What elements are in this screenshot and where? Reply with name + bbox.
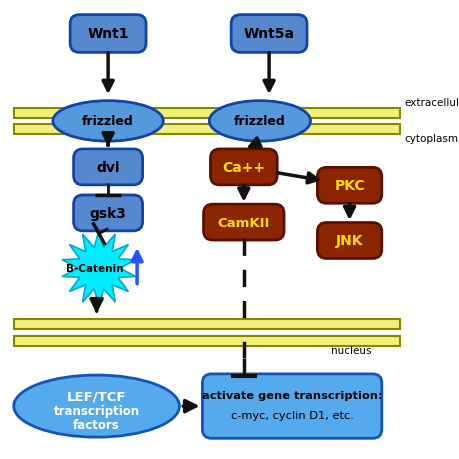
- Text: gsk3: gsk3: [90, 207, 126, 220]
- FancyBboxPatch shape: [210, 150, 276, 185]
- FancyBboxPatch shape: [317, 223, 381, 259]
- FancyBboxPatch shape: [14, 125, 399, 135]
- FancyBboxPatch shape: [202, 374, 381, 438]
- Text: c-myc, cyclin D1, etc.: c-myc, cyclin D1, etc.: [230, 410, 353, 420]
- Text: JNK: JNK: [335, 234, 363, 248]
- FancyBboxPatch shape: [14, 336, 399, 346]
- Text: CamKII: CamKII: [217, 216, 269, 229]
- Text: factors: factors: [73, 418, 120, 431]
- FancyBboxPatch shape: [70, 16, 146, 53]
- Text: Ca++: Ca++: [222, 161, 265, 174]
- Text: frizzled: frizzled: [82, 115, 134, 128]
- Text: LEF/TCF: LEF/TCF: [67, 390, 126, 403]
- Text: extracellular: extracellular: [404, 97, 459, 107]
- Polygon shape: [62, 231, 135, 306]
- Text: PKC: PKC: [334, 179, 364, 193]
- Text: B-Catenin: B-Catenin: [66, 263, 124, 274]
- FancyBboxPatch shape: [73, 150, 142, 185]
- Text: Wnt1: Wnt1: [87, 28, 129, 41]
- Text: dvl: dvl: [96, 161, 120, 174]
- Text: transcription: transcription: [53, 404, 140, 417]
- FancyBboxPatch shape: [317, 168, 381, 204]
- Text: Wnt5a: Wnt5a: [243, 28, 294, 41]
- FancyBboxPatch shape: [14, 108, 399, 118]
- Ellipse shape: [14, 375, 179, 437]
- FancyBboxPatch shape: [230, 16, 307, 53]
- Ellipse shape: [209, 101, 310, 142]
- FancyBboxPatch shape: [73, 196, 142, 231]
- Ellipse shape: [53, 101, 163, 142]
- FancyBboxPatch shape: [203, 205, 284, 241]
- Text: activate gene transcription:: activate gene transcription:: [202, 390, 381, 400]
- FancyBboxPatch shape: [14, 319, 399, 330]
- Text: nucleus: nucleus: [330, 345, 371, 355]
- Text: cytoplasm: cytoplasm: [404, 134, 458, 144]
- Text: frizzled: frizzled: [234, 115, 285, 128]
